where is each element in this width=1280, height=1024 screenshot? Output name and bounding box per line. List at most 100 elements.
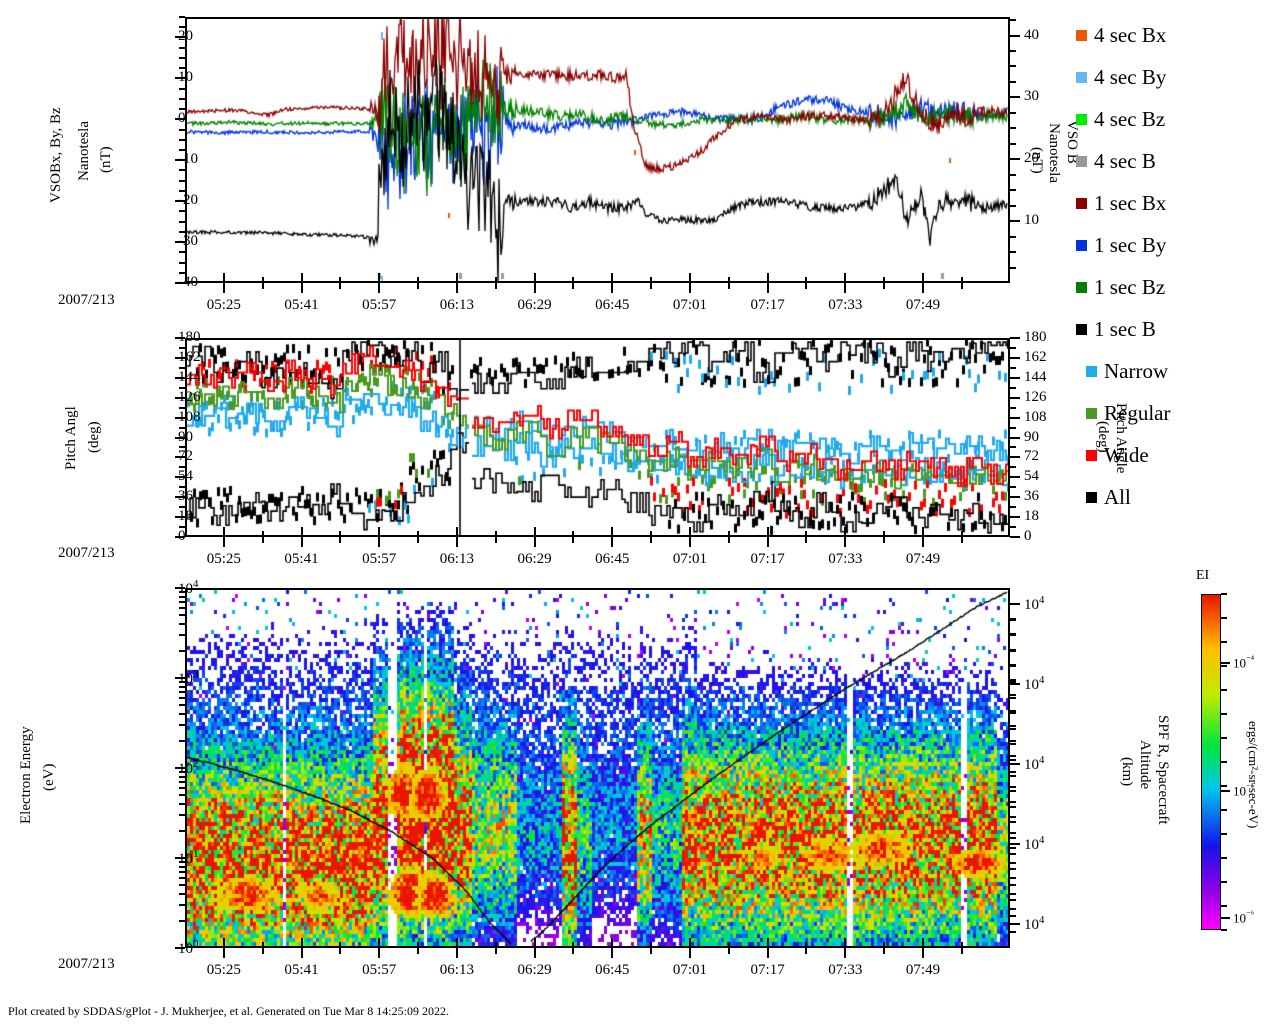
legend-item[interactable]: 1 sec Bz [1076,266,1276,308]
axis-tick [727,942,730,948]
axis-tick [179,526,185,529]
panel2-xtick-label: 07:33 [828,551,863,567]
axis-tick [222,527,225,537]
axis-tick [179,739,185,742]
axis-tick [261,942,264,948]
colorbar [1201,594,1221,930]
axis-tick [1221,905,1227,907]
legend-item[interactable]: Narrow [1076,350,1276,392]
axis-tick [1221,881,1227,883]
axis-tick [1010,111,1016,114]
axis-tick [1010,235,1016,238]
axis-tick [179,426,185,429]
axis-tick [1010,774,1016,777]
legend-item[interactable]: 1 sec B [1076,308,1276,350]
panel1-date-stamp: 2007/213 [58,292,115,308]
legend-item-label: Regular [1104,400,1171,425]
axis-tick [179,56,185,59]
legend-item[interactable]: 4 sec Bz [1076,98,1276,140]
legend-item[interactable]: 4 sec Bx [1076,14,1276,56]
axis-tick [179,814,185,817]
axis-tick [1010,436,1020,439]
axis-tick [1221,833,1227,835]
axis-tick [1010,34,1020,37]
plot-caption: Plot created by SDDAS/gPlot - J. Mukherj… [8,1004,449,1018]
magnetic-field-panel [185,17,1010,283]
legend-item[interactable]: 4 sec By [1076,56,1276,98]
panel3-ytick-label-right: 104 [1024,754,1045,773]
axis-tick [175,857,185,859]
axis-tick [1221,929,1227,931]
axis-tick [1010,337,1020,339]
axis-tick [688,537,691,547]
axis-tick [179,704,185,707]
panel2-ytick-label-right: 54 [1024,468,1039,485]
axis-tick [611,948,614,958]
axis-tick [261,277,264,283]
legend-item[interactable]: All [1076,476,1276,518]
axis-tick [1010,127,1016,130]
axis-tick [1010,204,1016,207]
axis-tick [1010,907,1016,910]
axis-tick [1010,923,1016,925]
axis-tick [179,220,185,223]
legend-item[interactable]: 1 sec Bx [1076,182,1276,224]
axis-tick [179,149,185,151]
axis-tick [1010,158,1020,161]
axis-tick [1010,816,1016,819]
axis-tick [572,283,575,289]
panel3-ytick-label-right: 104 [1024,834,1045,853]
panel3-xtick-label: 05:57 [362,962,397,978]
legend-item-label: 4 sec B [1094,148,1156,173]
legend-item-label: All [1104,484,1131,509]
legend-item[interactable]: 1 sec By [1076,224,1276,266]
axis-tick [1010,426,1016,429]
axis-tick [261,537,264,543]
axis-tick [572,277,575,283]
panel3-xtick-label: 06:29 [517,962,552,978]
axis-tick [175,396,185,399]
axis-tick [179,251,185,254]
axis-tick [175,476,185,479]
axis-tick [1221,761,1227,763]
axis-tick [339,942,342,948]
axis-tick [921,537,924,547]
axis-tick [378,948,381,958]
axis-tick [1010,506,1016,509]
axis-tick [1010,759,1016,761]
legend-swatch-icon [1086,449,1097,461]
axis-tick [179,712,185,715]
axis-tick [179,386,185,389]
axis-tick [805,942,808,948]
axis-tick [883,283,886,289]
axis-tick [727,277,730,283]
axis-tick [179,794,185,797]
axis-tick [1010,831,1016,834]
axis-tick [805,277,808,283]
axis-tick [1010,142,1016,145]
axis-tick [1221,617,1227,619]
axis-tick [179,802,185,805]
axis-tick [494,942,497,948]
colorbar-tick-label: 10⁻⁶ [1233,910,1255,926]
panel2-ylabel-right: Pitch Angle [1113,402,1129,474]
axis-tick [1010,852,1016,855]
axis-tick [1221,665,1227,667]
legend-item-label: 1 sec Bz [1094,274,1166,299]
axis-tick [175,337,185,339]
panel2-ytick-label-right: 0 [1024,528,1032,544]
axis-tick [179,606,185,609]
legend-swatch-icon [1076,323,1087,335]
legend-item-label: Wide [1104,442,1149,467]
axis-tick [1010,486,1016,489]
legend-item[interactable]: 4 sec B [1076,140,1276,182]
axis-tick [417,537,420,543]
legend-item[interactable]: Regular [1076,392,1276,434]
axis-tick [179,87,185,90]
axis-tick [1010,173,1016,176]
legend-item[interactable]: Wide [1076,434,1276,476]
axis-tick [727,948,730,954]
axis-tick [455,527,458,537]
legend-item-label: 4 sec Bx [1094,22,1167,47]
panel2-ytick-label-right: 18 [1024,508,1039,525]
